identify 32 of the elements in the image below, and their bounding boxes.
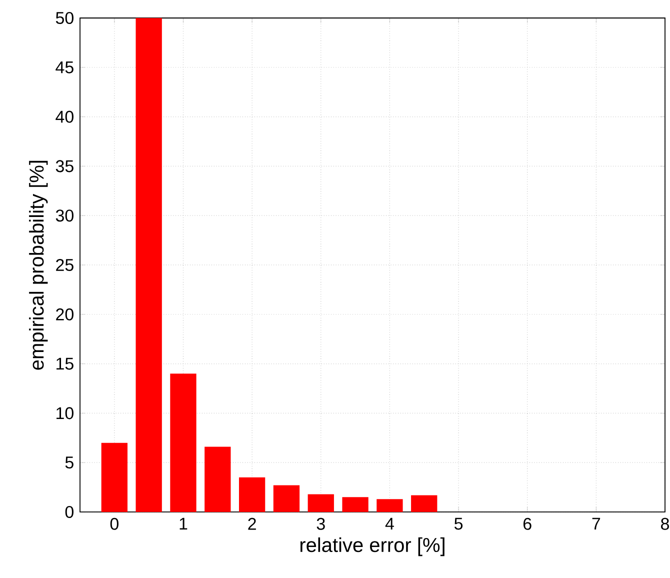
- x-tick-label: 8: [661, 518, 669, 530]
- y-tick-label: 45: [56, 61, 74, 74]
- x-tick-label: 0: [110, 518, 118, 530]
- y-tick-label: 10: [56, 407, 74, 420]
- x-tick-label: 2: [248, 518, 256, 530]
- bar: [273, 485, 300, 512]
- y-tick-label: 20: [56, 308, 74, 320]
- y-tick-label: 50: [56, 12, 74, 24]
- bar: [101, 442, 128, 512]
- bar: [411, 495, 438, 512]
- x-tick-label: 7: [592, 518, 600, 530]
- x-tick-label: 3: [316, 518, 325, 530]
- bar: [136, 18, 162, 512]
- y-tick-label: 0: [65, 506, 74, 518]
- y-axis-title: empirical probability [%]: [29, 160, 48, 370]
- bar: [308, 494, 334, 512]
- y-tick-label: 40: [56, 110, 74, 123]
- bar: [342, 497, 368, 512]
- bar: [204, 446, 231, 512]
- bar: [238, 477, 266, 512]
- bar: [170, 374, 196, 512]
- x-axis-title: relative error [%]: [300, 537, 444, 556]
- y-tick-label: 5: [65, 456, 74, 469]
- y-tick-label: 30: [56, 210, 74, 222]
- y-tick-label: 25: [56, 258, 74, 272]
- x-tick-label: 4: [385, 518, 394, 530]
- x-tick-label: 1: [180, 518, 188, 530]
- x-tick-label: 6: [523, 518, 532, 530]
- y-tick-label: 35: [56, 160, 74, 172]
- bar: [376, 499, 403, 512]
- x-tick-label: 5: [454, 518, 463, 530]
- y-tick-label: 15: [56, 358, 74, 370]
